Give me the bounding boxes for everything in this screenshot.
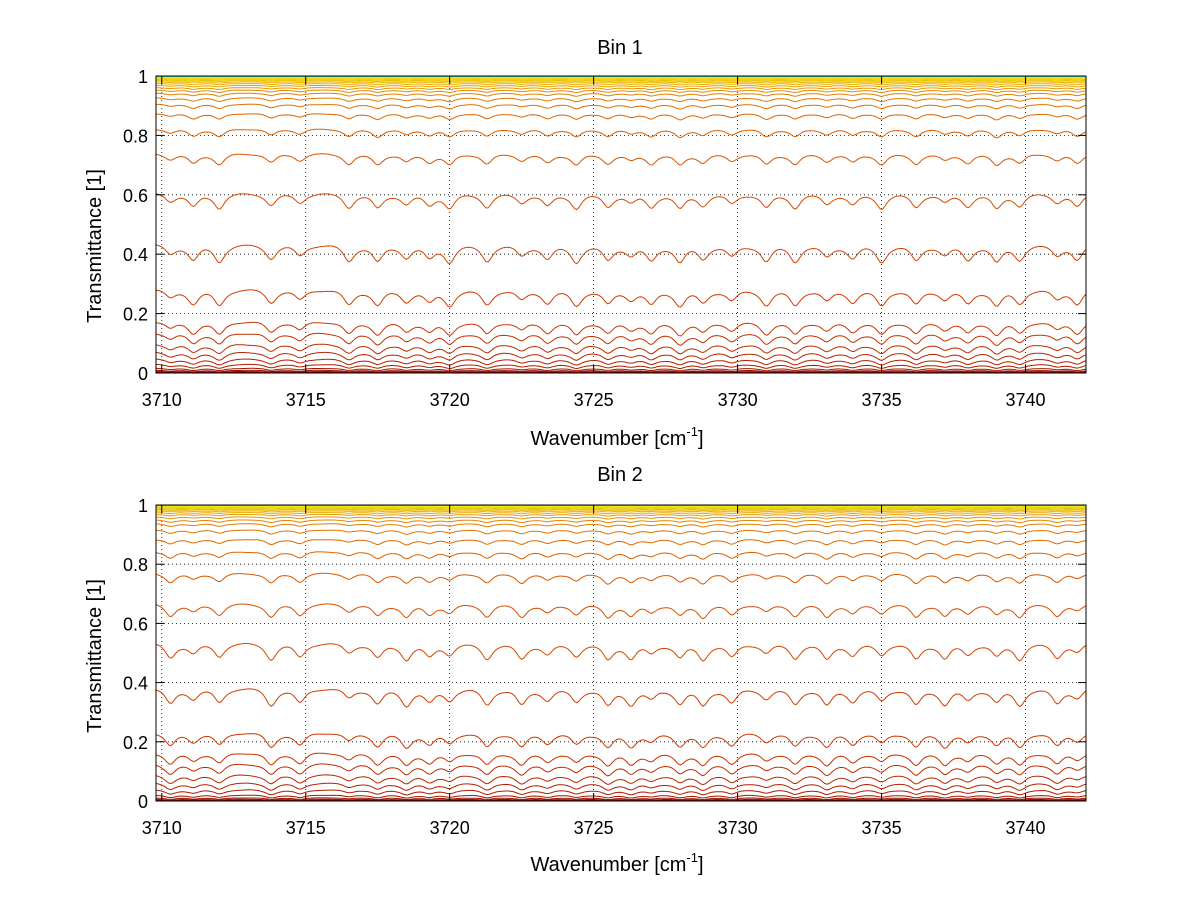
transmittance-line <box>155 113 1087 121</box>
bin-1-panel: Bin 1 3710 3715 3720 3725 3730 3735 3740 0 0.2 0.… <box>84 37 1087 450</box>
bin-2-title: Bin 2 <box>597 464 643 486</box>
transmittance-line <box>155 153 1087 167</box>
transmittance-line <box>155 733 1087 750</box>
transmittance-line <box>155 369 1087 373</box>
transmittance-line <box>156 83 1087 86</box>
transmittance-line <box>155 513 1087 517</box>
transmittance-line <box>155 367 1087 372</box>
bin-1-axes-box <box>155 75 1087 374</box>
bin-2-panel: Bin 2 3710 3715 3720 3725 3730 3735 3740 0 0.2 0.… <box>84 464 1087 876</box>
transmittance-line <box>155 516 1087 520</box>
transmittance-line <box>155 371 1087 374</box>
x-tick-label: 3730 <box>718 390 758 410</box>
transmittance-line <box>155 97 1087 103</box>
transmittance-line <box>155 128 1087 139</box>
transmittance-line <box>155 794 1087 799</box>
y-tick-label: 0 <box>138 364 148 384</box>
x-tick-label: 3725 <box>574 390 614 410</box>
y-tick-label: 0.6 <box>123 186 148 206</box>
transmittance-line <box>155 87 1087 91</box>
transmittance-line <box>155 539 1087 546</box>
x-tick-label: 3740 <box>1006 818 1046 838</box>
y-tick-label: 1 <box>138 496 148 516</box>
x-tick-label: 3740 <box>1006 390 1046 410</box>
transmittance-line <box>156 78 1086 80</box>
x-tick-label: 3715 <box>286 390 326 410</box>
y-tick-label: 0 <box>138 792 148 812</box>
transmittance-line <box>155 321 1087 337</box>
transmittance-line <box>155 551 1087 561</box>
bin-1-series <box>155 75 1087 374</box>
transmittance-line <box>155 358 1087 366</box>
transmittance-line <box>155 89 1087 94</box>
transmittance-line <box>156 799 1086 802</box>
transmittance-line <box>155 519 1087 524</box>
x-tick-label: 3735 <box>862 390 902 410</box>
transmittance-line <box>155 789 1087 796</box>
transmittance-line <box>156 80 1087 83</box>
transmittance-line <box>155 289 1087 308</box>
transmittance-line <box>155 193 1087 211</box>
transmittance-line <box>155 782 1087 792</box>
transmittance-line <box>155 85 1087 88</box>
transmittance-line <box>155 529 1087 535</box>
x-tick-label: 3730 <box>718 818 758 838</box>
bin-1-y-axis-label: Transmittance [1] <box>84 169 106 323</box>
transmittance-line <box>156 81 1087 84</box>
transmittance-line <box>155 643 1087 662</box>
bin-2-x-axis-label: Wavenumber [cm-1] <box>530 850 703 876</box>
transmittance-line <box>155 351 1087 361</box>
transmittance-line <box>155 752 1087 767</box>
y-tick-label: 0.8 <box>123 555 148 575</box>
transmittance-line <box>155 763 1087 777</box>
transmittance-line <box>155 332 1087 347</box>
x-tick-label: 3710 <box>142 390 182 410</box>
y-tick-label: 0.2 <box>123 733 148 753</box>
bin-1-x-axis-label: Wavenumber [cm-1] <box>530 424 703 450</box>
bin-1-ticks: 3710 3715 3720 3725 3730 3735 3740 0 0.2 0.4 0.6 0.… <box>123 67 1086 410</box>
x-tick-label: 3725 <box>574 818 614 838</box>
transmittance-line <box>155 572 1087 585</box>
transmittance-line <box>156 79 1087 81</box>
x-tick-label: 3710 <box>142 818 182 838</box>
transmittance-line <box>155 507 1086 509</box>
transmittance-line <box>155 798 1087 801</box>
transmittance-line <box>155 370 1087 373</box>
transmittance-line <box>155 603 1087 620</box>
y-tick-label: 0.6 <box>123 614 148 634</box>
transmittance-line <box>155 797 1087 801</box>
bin-2-y-axis-label: Transmittance [1] <box>84 579 106 733</box>
y-tick-label: 0.2 <box>123 305 148 325</box>
transmittance-line <box>156 512 1087 515</box>
x-tick-label: 3720 <box>430 818 470 838</box>
y-tick-label: 0.8 <box>123 126 148 146</box>
transmittance-line <box>156 510 1087 513</box>
x-tick-label: 3735 <box>862 818 902 838</box>
bin-2-ticks: 3710 3715 3720 3725 3730 3735 3740 0 0.2 0.4 0.6 0.… <box>123 496 1086 838</box>
bin-1-grid <box>156 75 1086 374</box>
x-tick-label: 3715 <box>286 818 326 838</box>
transmittance-line <box>155 688 1087 708</box>
transmittance-line <box>155 244 1087 265</box>
transmittance-line <box>155 92 1087 97</box>
transmittance-line <box>155 509 1087 512</box>
bin-2-axes-box <box>155 504 1087 802</box>
transmittance-line <box>156 103 1087 110</box>
x-tick-label: 3720 <box>430 390 470 410</box>
transmittance-line <box>156 363 1087 370</box>
y-tick-label: 1 <box>138 67 148 87</box>
bin-2-series <box>155 504 1087 802</box>
bin-1-title: Bin 1 <box>597 37 643 59</box>
transmittance-line <box>156 508 1087 511</box>
y-tick-label: 0.4 <box>123 674 148 694</box>
transmittance-line <box>155 343 1087 355</box>
transmittance-line <box>155 774 1087 786</box>
y-tick-label: 0.4 <box>123 245 148 265</box>
transmittance-line <box>155 523 1087 528</box>
